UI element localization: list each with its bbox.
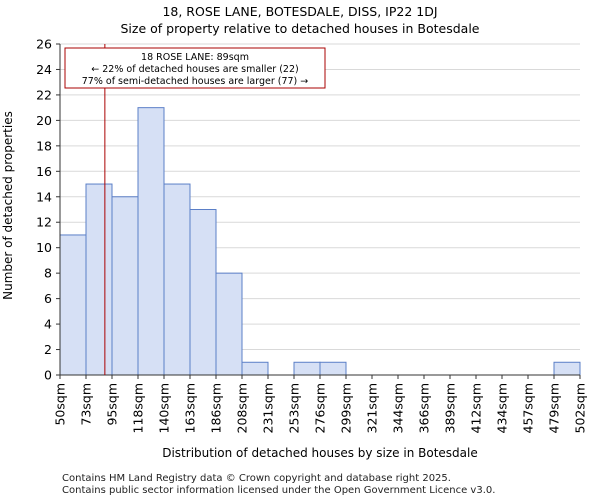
x-tick-label: 412sqm xyxy=(469,383,484,433)
x-tick-label: 208sqm xyxy=(235,383,250,433)
x-tick-label: 50sqm xyxy=(53,383,68,426)
y-tick-label: 6 xyxy=(44,291,52,306)
x-tick-label: 321sqm xyxy=(365,383,380,433)
y-tick-label: 20 xyxy=(36,113,52,128)
y-tick-label: 24 xyxy=(36,62,52,77)
annotation-line2: ← 22% of detached houses are smaller (22… xyxy=(91,64,298,75)
x-tick-label: 479sqm xyxy=(547,383,562,433)
x-tick-label: 73sqm xyxy=(79,383,94,426)
footer-line2: Contains public sector information licen… xyxy=(62,485,496,496)
x-tick-label: 95sqm xyxy=(105,383,120,426)
bars xyxy=(59,107,581,376)
x-tick-label: 118sqm xyxy=(131,383,146,433)
bar xyxy=(215,272,243,376)
bar xyxy=(111,196,139,376)
annotation-box: 18 ROSE LANE: 89sqm ← 22% of detached ho… xyxy=(64,47,326,89)
x-tick-label: 231sqm xyxy=(261,383,276,433)
bar xyxy=(85,183,113,376)
y-tick-label: 14 xyxy=(36,189,52,204)
bar xyxy=(293,361,321,376)
annotation-rect xyxy=(64,47,326,89)
x-ticks: 50sqm 73sqm 95sqm 118sqm 140sqm 163sqm 186sqm 2… xyxy=(53,375,588,433)
x-tick-label: 186sqm xyxy=(209,383,224,433)
x-tick-label: 434sqm xyxy=(495,383,510,433)
y-axis-label: Number of detached properties xyxy=(1,111,15,300)
y-tick-label: 26 xyxy=(36,37,52,52)
annotation-line1: 18 ROSE LANE: 89sqm xyxy=(141,52,249,63)
bar xyxy=(137,107,165,376)
x-tick-label: 163sqm xyxy=(183,383,198,433)
y-tick-label: 8 xyxy=(44,266,52,281)
x-tick-label: 276sqm xyxy=(313,383,328,433)
y-tick-label: 10 xyxy=(36,240,52,255)
y-tick-label: 18 xyxy=(36,138,52,153)
y-tick-label: 12 xyxy=(36,215,52,230)
x-axis-label: Distribution of detached houses by size … xyxy=(162,446,478,460)
annotation-line3: 77% of semi-detached houses are larger (… xyxy=(82,76,309,87)
chart-title-line1: 18, ROSE LANE, BOTESDALE, DISS, IP22 1DJ xyxy=(162,4,438,19)
bar xyxy=(189,209,217,376)
x-tick-label: 140sqm xyxy=(157,383,172,433)
x-tick-label: 502sqm xyxy=(573,383,588,433)
x-tick-label: 253sqm xyxy=(287,383,302,433)
y-tick-label: 16 xyxy=(36,164,52,179)
bar xyxy=(319,361,347,376)
y-tick-label: 0 xyxy=(44,368,52,383)
footer-line1: Contains HM Land Registry data © Crown c… xyxy=(62,473,451,484)
bar xyxy=(59,234,87,376)
bar xyxy=(163,183,191,376)
y-tick-label: 2 xyxy=(44,342,52,357)
x-tick-label: 457sqm xyxy=(521,383,536,433)
bar xyxy=(553,361,581,376)
y-tick-label: 22 xyxy=(36,87,52,102)
x-tick-label: 366sqm xyxy=(417,383,432,433)
y-tick-label: 4 xyxy=(44,317,52,332)
bar xyxy=(241,361,269,376)
x-tick-label: 299sqm xyxy=(339,383,354,433)
x-tick-label: 344sqm xyxy=(391,383,406,433)
x-tick-label: 389sqm xyxy=(443,383,458,433)
chart-title-line2: Size of property relative to detached ho… xyxy=(120,21,480,36)
